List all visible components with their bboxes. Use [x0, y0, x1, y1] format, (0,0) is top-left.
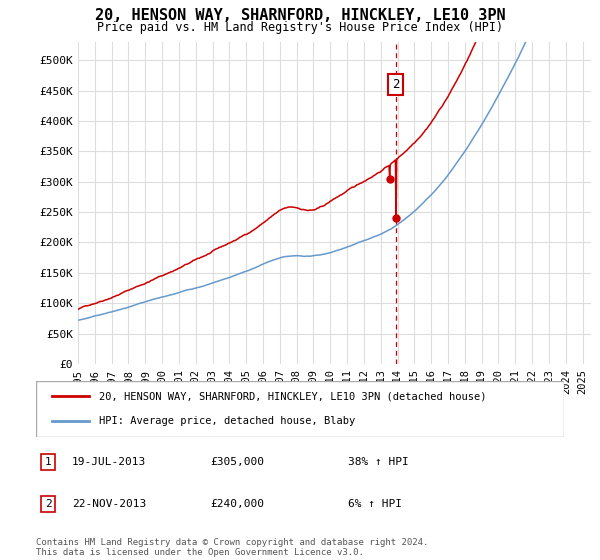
Text: £305,000: £305,000	[210, 457, 264, 467]
Text: Contains HM Land Registry data © Crown copyright and database right 2024.
This d: Contains HM Land Registry data © Crown c…	[36, 538, 428, 557]
Text: 20, HENSON WAY, SHARNFORD, HINCKLEY, LE10 3PN (detached house): 20, HENSON WAY, SHARNFORD, HINCKLEY, LE1…	[100, 391, 487, 402]
Text: 38% ↑ HPI: 38% ↑ HPI	[348, 457, 409, 467]
Text: 22-NOV-2013: 22-NOV-2013	[72, 499, 146, 509]
Text: HPI: Average price, detached house, Blaby: HPI: Average price, detached house, Blab…	[100, 416, 356, 426]
Text: 20, HENSON WAY, SHARNFORD, HINCKLEY, LE10 3PN: 20, HENSON WAY, SHARNFORD, HINCKLEY, LE1…	[95, 8, 505, 24]
Text: 19-JUL-2013: 19-JUL-2013	[72, 457, 146, 467]
Text: 6% ↑ HPI: 6% ↑ HPI	[348, 499, 402, 509]
Text: 1: 1	[44, 457, 52, 467]
Text: £240,000: £240,000	[210, 499, 264, 509]
Text: 2: 2	[392, 78, 400, 91]
Text: Price paid vs. HM Land Registry's House Price Index (HPI): Price paid vs. HM Land Registry's House …	[97, 21, 503, 34]
Text: 2: 2	[44, 499, 52, 509]
